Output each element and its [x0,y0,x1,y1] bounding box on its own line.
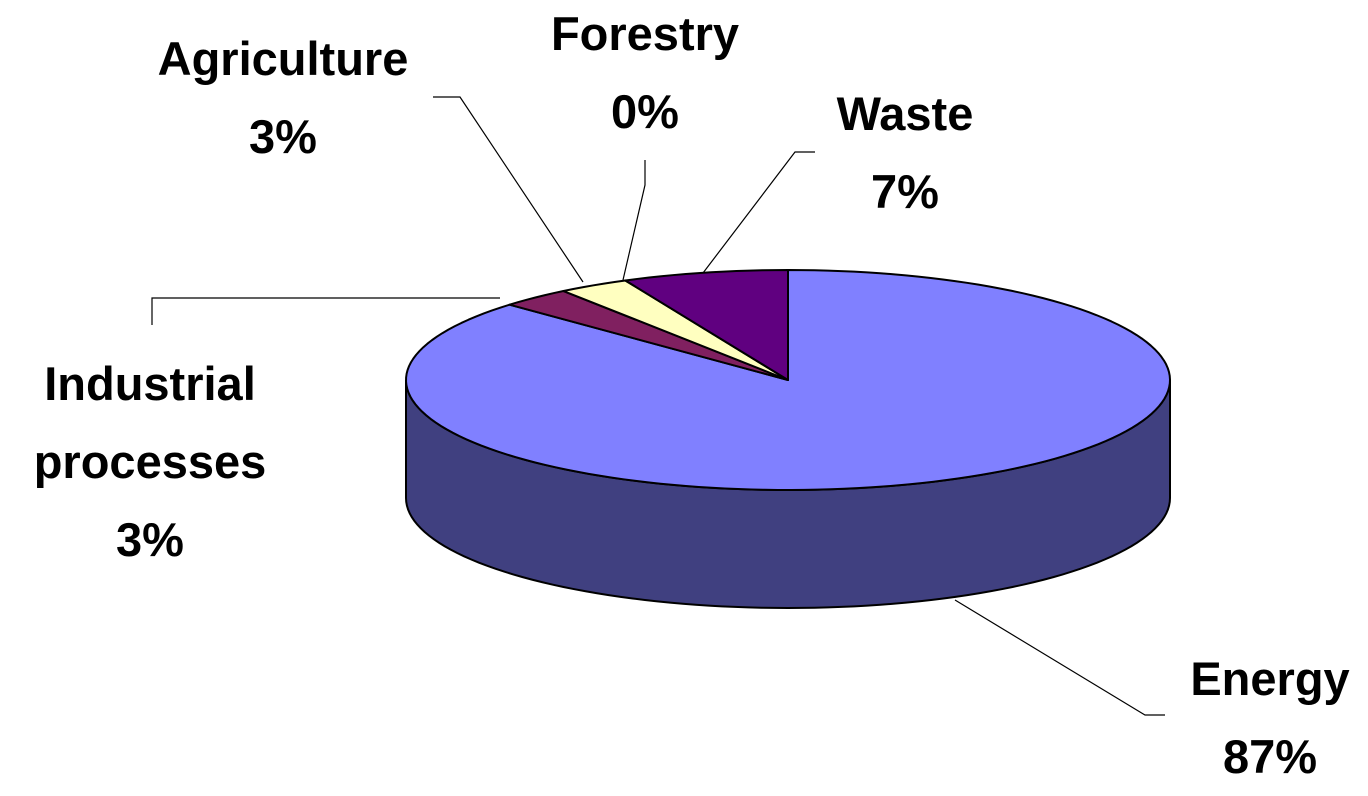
value-label: 87% [1222,730,1318,783]
leader-lines [151,96,1165,716]
slice-label: Agriculture 3% [123,20,443,176]
slices [405,269,1171,610]
value-label: 7% [871,165,939,218]
category-label: Waste [836,87,974,140]
slice [624,269,789,381]
slice-label: Industrial processes 3% [0,345,305,579]
value-label: 3% [249,110,317,163]
slice [508,290,789,381]
leader-line [622,160,646,281]
slice-label: Waste 7% [795,75,1015,231]
chart: Energy 87% Industrial processes 3% Agricultu… [0,0,1350,783]
leader-line [702,151,815,274]
category-label: Industrial processes [33,357,267,488]
category-label: Energy [1190,652,1350,705]
leader-line [954,599,1165,716]
pie-canvas [151,96,1171,716]
slice [562,279,789,381]
leader-line [433,96,584,283]
category-label: Agriculture [157,32,409,85]
value-label: 0% [611,85,679,138]
value-label: 3% [116,513,184,566]
leader-line [151,297,500,325]
slice-label: Forestry 0% [515,0,775,151]
category-label: Forestry [550,7,740,60]
slice-label: Energy 87% [1140,640,1368,796]
